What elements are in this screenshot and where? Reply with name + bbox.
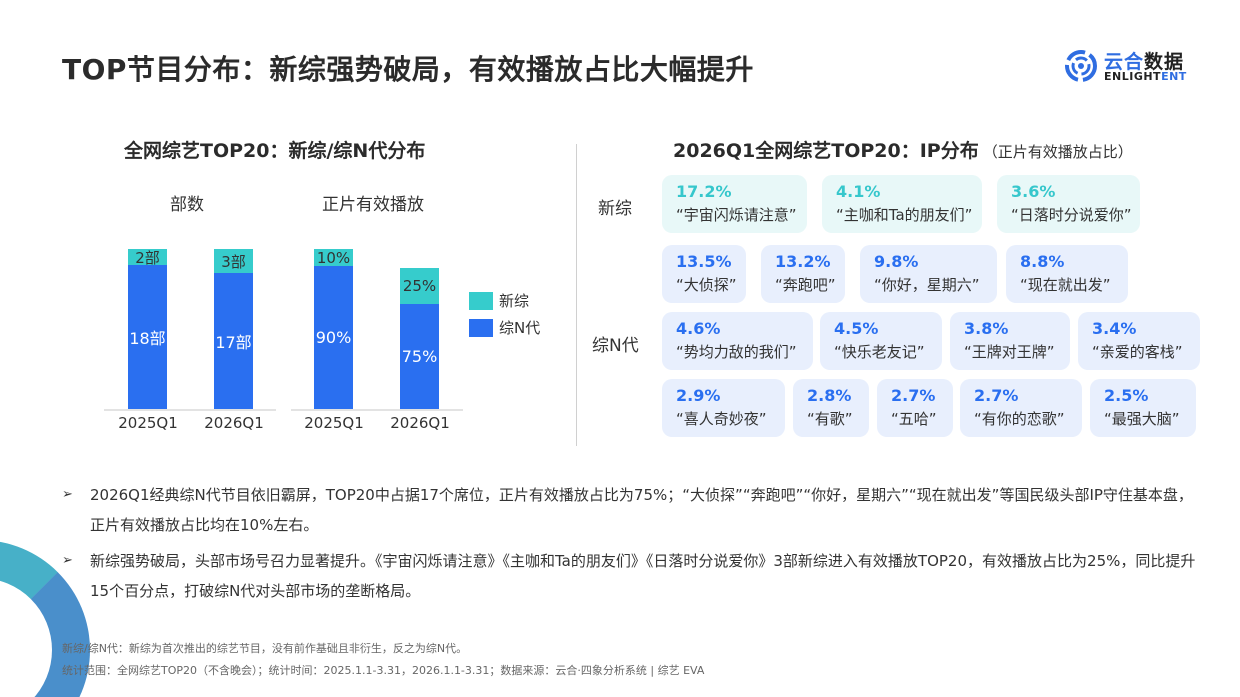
count-chart-title: 部数: [170, 195, 204, 215]
ip-card: 8.8% “现在就出发”: [1006, 245, 1128, 303]
ip-card: 17.2% “宇宙闪烁请注意”: [662, 175, 807, 233]
x-label: 2026Q1: [204, 414, 264, 432]
bar-segment-old: 18部: [128, 265, 167, 409]
ip-card: 2.7% “五哈”: [877, 379, 953, 437]
bar-segment-new: 2部: [128, 249, 167, 267]
page-title: TOP节目分布：新综强势破局，有效播放占比大幅提升: [62, 53, 754, 86]
bar-segment-old: 17部: [214, 273, 253, 409]
logo-text-cn: 云合数据: [1104, 51, 1185, 73]
footnote-definition: 新综/综N代：新综为首次推出的综艺节目，没有前作基础且非衍生，反之为综N代。: [62, 642, 468, 655]
legend-swatch-new: [469, 291, 493, 310]
footnote-source: 统计范围：全网综艺TOP20（不含晚会）；统计时间：2025.1.1-3.31，…: [62, 664, 705, 677]
bar-segment-new: 25%: [400, 268, 439, 304]
ip-card: 3.8% “王牌对王牌”: [950, 312, 1070, 370]
ip-card: 13.2% “奔跑吧”: [761, 245, 845, 303]
play-chart-axis: [291, 409, 463, 411]
logo-ring-icon: [1065, 50, 1097, 82]
row-label-old: 综N代: [592, 336, 639, 356]
x-label: 2025Q1: [118, 414, 178, 432]
legend-item-old: 综N代: [469, 317, 540, 338]
play-bar-2025q1: 10% 90%: [314, 249, 353, 409]
bar-segment-new: 10%: [314, 249, 353, 267]
play-bar-2026q1: 25% 75%: [400, 268, 439, 409]
row-label-new: 新综: [598, 199, 632, 219]
count-bar-2026q1: 3部 17部: [214, 249, 253, 409]
legend-swatch-old: [469, 318, 493, 337]
count-bar-2025q1: 2部 18部: [128, 249, 167, 409]
chart-legend: 新综 综N代: [469, 290, 540, 344]
ip-card: 4.1% “主咖和Ta的朋友们”: [822, 175, 982, 233]
panel-divider: [576, 144, 577, 446]
ip-card: 3.6% “日落时分说爱你”: [997, 175, 1140, 233]
right-panel-title: 2026Q1全网综艺TOP20：IP分布 （正片有效播放占比）: [673, 140, 1133, 162]
bar-segment-new: 3部: [214, 249, 253, 273]
bar-segment-old: 90%: [314, 266, 353, 409]
left-panel-title: 全网综艺TOP20：新综/综N代分布: [124, 140, 426, 162]
insight-item: ➢ 2026Q1经典综N代节目依旧霸屏，TOP20中占据17个席位，正片有效播放…: [62, 480, 1202, 540]
play-chart-title: 正片有效播放: [322, 195, 424, 215]
bar-segment-old: 75%: [400, 304, 439, 409]
ip-card: 4.6% “势均力敌的我们”: [662, 312, 813, 370]
insight-item: ➢ 新综强势破局，头部市场号召力显著提升。《宇宙闪烁请注意》《主咖和Ta的朋友们…: [62, 546, 1202, 606]
ip-card: 2.5% “最强大脑”: [1090, 379, 1196, 437]
ip-card: 3.4% “亲爱的客栈”: [1078, 312, 1200, 370]
ip-card: 2.9% “喜人奇妙夜”: [662, 379, 785, 437]
ip-card: 13.5% “大侦探”: [662, 245, 746, 303]
ip-card: 9.8% “你好，星期六”: [860, 245, 997, 303]
arrow-bullet-icon: ➢: [62, 487, 73, 502]
ip-card: 4.5% “快乐老友记”: [820, 312, 942, 370]
insight-list: ➢ 2026Q1经典综N代节目依旧霸屏，TOP20中占据17个席位，正片有效播放…: [62, 480, 1202, 612]
logo: 云合数据 ENLIGHTENT: [1064, 46, 1194, 86]
ip-card: 2.7% “有你的恋歌”: [960, 379, 1082, 437]
logo-text-en: ENLIGHTENT: [1104, 70, 1187, 83]
x-label: 2026Q1: [390, 414, 450, 432]
legend-item-new: 新综: [469, 290, 540, 311]
x-label: 2025Q1: [304, 414, 364, 432]
ip-card: 2.8% “有歌”: [793, 379, 869, 437]
count-chart-axis: [104, 409, 276, 411]
arrow-bullet-icon: ➢: [62, 553, 73, 568]
